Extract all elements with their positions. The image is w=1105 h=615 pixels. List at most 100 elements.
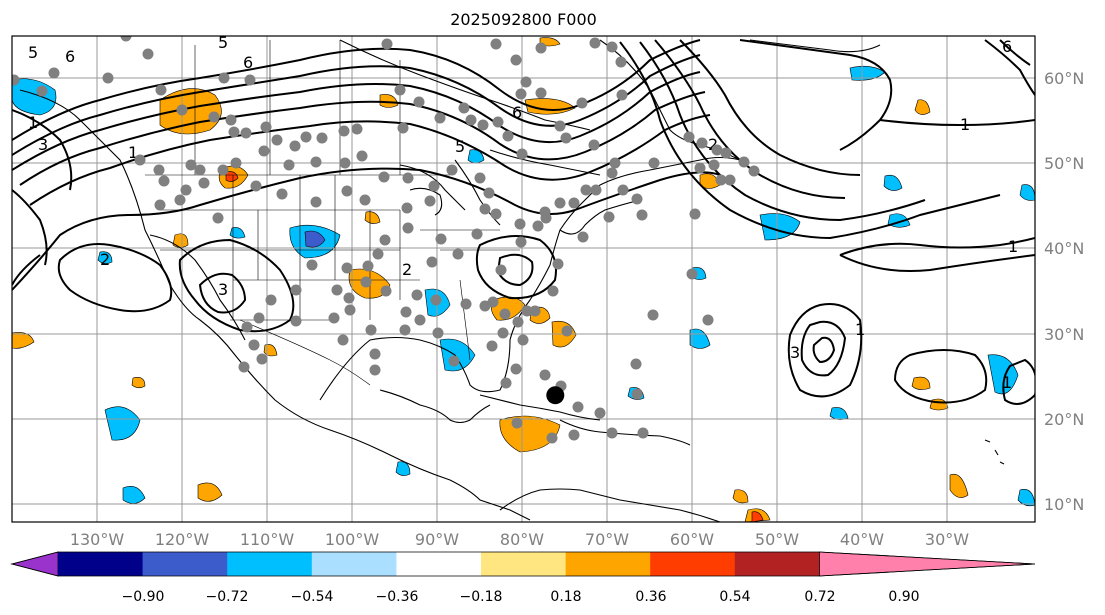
observation-dot bbox=[576, 97, 588, 109]
observation-dot bbox=[208, 111, 220, 123]
map-title: 2025092800 F000 bbox=[450, 10, 597, 29]
observation-dot bbox=[428, 180, 440, 192]
lon-label: 80°W bbox=[500, 530, 544, 549]
observation-dot bbox=[615, 56, 627, 68]
contour-label: 5 bbox=[455, 137, 465, 156]
observation-dot bbox=[577, 231, 589, 243]
coastlines bbox=[19, 39, 1005, 522]
observation-dot bbox=[360, 276, 372, 288]
observation-dot bbox=[532, 220, 544, 232]
observation-dot bbox=[515, 236, 527, 248]
observation-dot bbox=[369, 364, 381, 376]
observation-dot bbox=[244, 74, 256, 86]
observation-dot bbox=[102, 72, 114, 84]
observation-dot bbox=[230, 157, 242, 169]
colorbar-segment bbox=[396, 552, 482, 576]
observation-dot bbox=[12, 74, 20, 86]
observation-dot bbox=[185, 159, 197, 171]
observation-dot bbox=[397, 122, 409, 134]
observation-dot bbox=[402, 172, 414, 184]
observation-dot bbox=[240, 127, 252, 139]
observation-dot bbox=[510, 54, 522, 66]
colorbar-extend-low bbox=[10, 551, 59, 577]
observation-dot bbox=[477, 119, 489, 131]
observation-dot bbox=[694, 162, 706, 174]
observation-dot bbox=[413, 96, 425, 108]
contour-label: 3 bbox=[218, 280, 228, 299]
observation-dot bbox=[514, 218, 526, 230]
observation-dot bbox=[271, 134, 283, 146]
observation-dot bbox=[343, 292, 355, 304]
colorbar-segment bbox=[481, 552, 567, 576]
colorbar-segment bbox=[58, 552, 144, 576]
longitude-labels: 130°W 120°W 110°W 100°W 90°W 80°W 70°W 6… bbox=[70, 530, 969, 549]
observation-dot bbox=[399, 324, 411, 336]
observation-dot bbox=[517, 334, 529, 346]
observation-dot bbox=[631, 193, 643, 205]
observation-dot bbox=[448, 355, 460, 367]
observation-dot bbox=[331, 284, 343, 296]
observation-dot bbox=[499, 308, 511, 320]
contour-label: 5 bbox=[28, 43, 38, 62]
observation-dot bbox=[617, 184, 629, 196]
observation-dot bbox=[256, 353, 268, 365]
contour-label: 2 bbox=[708, 135, 718, 154]
observation-dot bbox=[260, 121, 272, 133]
observation-dot bbox=[356, 150, 368, 162]
observation-dot bbox=[341, 185, 353, 197]
contour-label: 3 bbox=[790, 343, 800, 362]
observation-dot bbox=[248, 339, 260, 351]
observation-dot bbox=[402, 222, 414, 234]
lon-label: 40°W bbox=[840, 530, 884, 549]
observation-dot bbox=[529, 305, 541, 317]
observation-dot bbox=[212, 212, 224, 224]
observation-dot bbox=[401, 202, 413, 214]
colorbar-tick-label: 0.72 bbox=[804, 589, 835, 605]
observation-dot bbox=[48, 67, 60, 79]
observation-dot bbox=[432, 327, 444, 339]
observation-dot bbox=[521, 305, 533, 317]
observation-dot bbox=[580, 184, 592, 196]
colorbar-tick-label: 0.36 bbox=[635, 589, 666, 605]
colorbar bbox=[10, 551, 1036, 577]
observation-stations bbox=[12, 36, 760, 444]
observation-dot bbox=[568, 197, 580, 209]
observation-dot bbox=[158, 175, 170, 187]
observation-dot bbox=[250, 180, 262, 192]
observation-dot bbox=[486, 340, 498, 352]
colorbar-tick-label: 0.18 bbox=[550, 589, 581, 605]
observation-dot bbox=[378, 171, 390, 183]
observation-dot bbox=[748, 165, 760, 177]
observation-dot bbox=[174, 194, 186, 206]
observation-dot bbox=[372, 248, 384, 260]
observation-dot bbox=[435, 233, 447, 245]
observation-dot bbox=[738, 156, 750, 168]
observation-dot bbox=[365, 324, 377, 336]
observation-dot bbox=[724, 174, 736, 186]
observation-dot bbox=[217, 164, 229, 176]
observation-dot bbox=[344, 304, 356, 316]
lat-label: 40°N bbox=[1044, 239, 1084, 258]
observation-dot bbox=[400, 306, 412, 318]
observation-dot bbox=[154, 199, 166, 211]
observation-dot bbox=[176, 104, 188, 116]
observation-dot bbox=[424, 195, 436, 207]
observation-dot bbox=[289, 140, 301, 152]
observation-dot bbox=[394, 84, 406, 96]
contour-label: 6 bbox=[243, 53, 253, 72]
observation-dot bbox=[276, 188, 288, 200]
contour-labels: 5 6 5 6 1 3 1 5 2 3 2 6 1 1 3 1 2 1 6 bbox=[28, 36, 1018, 392]
observation-dot bbox=[474, 172, 486, 184]
observation-dot bbox=[606, 427, 618, 439]
contour-label: 1 bbox=[1002, 373, 1012, 392]
observation-dot bbox=[414, 314, 426, 326]
lon-label: 110°W bbox=[240, 530, 295, 549]
observation-dot bbox=[552, 258, 564, 270]
observation-dot bbox=[228, 126, 240, 138]
observation-dot bbox=[218, 72, 230, 84]
observation-dot bbox=[381, 38, 393, 50]
observation-dot bbox=[637, 427, 649, 439]
observation-dot bbox=[290, 284, 302, 296]
colorbar-tick-label: −0.54 bbox=[291, 589, 334, 605]
